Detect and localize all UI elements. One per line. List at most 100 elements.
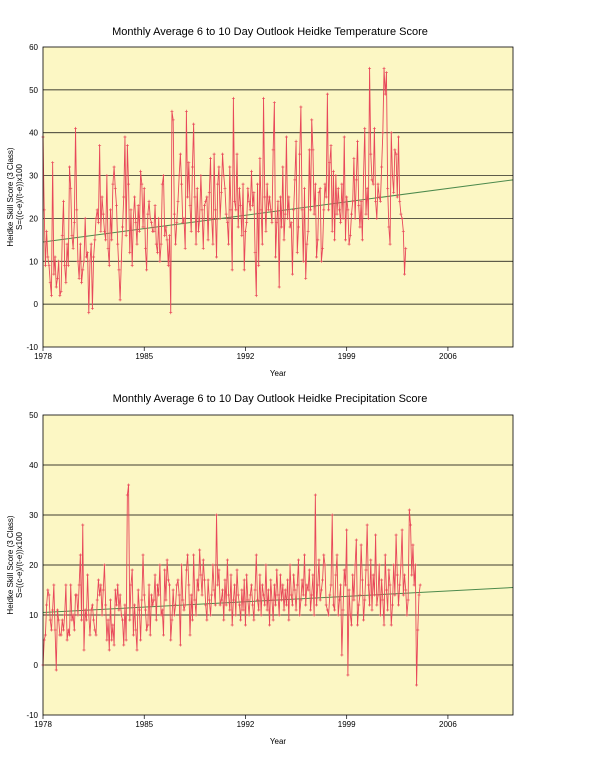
data-point xyxy=(317,558,321,562)
x-tick-label: 1992 xyxy=(237,720,255,729)
data-point xyxy=(387,568,391,572)
data-point xyxy=(305,583,309,587)
data-point xyxy=(157,593,161,597)
data-point xyxy=(115,603,119,607)
x-tick-label: 1999 xyxy=(338,352,356,361)
data-point xyxy=(196,229,200,233)
data-point xyxy=(92,255,96,259)
data-point xyxy=(289,593,293,597)
data-point xyxy=(318,186,322,190)
data-point xyxy=(276,199,280,203)
data-point xyxy=(316,238,320,242)
data-point xyxy=(175,583,179,587)
data-point xyxy=(368,66,372,70)
data-point xyxy=(164,598,168,602)
data-point xyxy=(262,96,266,100)
data-point xyxy=(154,618,158,622)
data-point xyxy=(237,603,241,607)
data-point xyxy=(377,563,381,567)
data-point xyxy=(80,618,84,622)
data-point xyxy=(283,588,287,592)
data-point xyxy=(139,169,143,173)
data-point xyxy=(253,588,257,592)
data-point xyxy=(287,618,291,622)
data-point xyxy=(374,199,378,203)
data-point xyxy=(217,165,221,169)
data-point xyxy=(168,583,172,587)
data-point xyxy=(112,643,116,647)
data-point xyxy=(239,618,243,622)
data-point xyxy=(48,618,52,622)
data-point xyxy=(158,259,162,263)
data-point xyxy=(416,628,420,632)
data-point xyxy=(210,593,214,597)
data-point xyxy=(224,603,228,607)
data-point xyxy=(375,216,379,220)
data-point xyxy=(263,195,267,199)
data-point xyxy=(395,573,399,577)
data-point xyxy=(96,578,100,582)
data-point xyxy=(195,186,199,190)
data-point xyxy=(357,204,361,208)
data-point xyxy=(63,613,67,617)
data-point xyxy=(199,573,203,577)
data-point xyxy=(65,242,69,246)
data-point xyxy=(319,588,323,592)
data-point xyxy=(87,613,91,617)
data-point xyxy=(108,208,112,212)
data-point xyxy=(108,598,112,602)
data-point xyxy=(307,568,311,572)
data-point xyxy=(397,135,400,139)
data-point xyxy=(110,638,114,642)
data-point xyxy=(222,618,226,622)
data-point xyxy=(129,208,133,212)
data-point xyxy=(374,533,378,537)
data-point xyxy=(89,242,93,246)
data-point xyxy=(117,608,121,612)
data-point xyxy=(310,118,314,122)
data-point xyxy=(290,603,294,607)
data-point xyxy=(121,225,125,229)
data-point xyxy=(55,276,59,280)
x-tick-labels: 1978 1985 1992 1999 2006 xyxy=(34,715,457,729)
data-point xyxy=(365,523,369,527)
data-point xyxy=(281,165,285,169)
y-axis-label-line2: S=((c-e)/(t-e))x100 xyxy=(15,531,24,598)
data-point xyxy=(358,593,362,597)
y-tick-label: 10 xyxy=(29,257,38,266)
data-point xyxy=(194,613,198,617)
data-point xyxy=(311,148,315,152)
data-point xyxy=(360,238,364,242)
data-point xyxy=(204,603,208,607)
data-point xyxy=(99,583,103,587)
data-point xyxy=(248,208,252,212)
data-point xyxy=(248,593,252,597)
y-tick-label: 0 xyxy=(34,300,39,309)
data-point xyxy=(407,508,411,512)
data-point xyxy=(200,208,204,212)
data-point xyxy=(94,633,98,637)
data-point xyxy=(170,618,174,622)
data-point xyxy=(282,238,286,242)
data-point xyxy=(222,174,226,178)
data-point xyxy=(47,264,51,268)
data-point xyxy=(81,523,85,527)
series-group xyxy=(41,483,422,687)
data-point xyxy=(395,195,399,199)
data-point xyxy=(233,199,237,203)
data-point xyxy=(105,174,109,178)
data-point xyxy=(118,298,122,302)
data-point xyxy=(306,229,310,233)
data-point xyxy=(313,182,317,186)
data-point xyxy=(143,608,147,612)
data-point xyxy=(133,603,137,607)
data-point xyxy=(45,603,49,607)
data-point xyxy=(57,618,61,622)
data-point xyxy=(348,234,352,238)
data-point xyxy=(341,608,345,612)
data-point xyxy=(215,255,219,259)
data-point xyxy=(352,156,356,160)
y-tick-label: 40 xyxy=(29,129,38,138)
data-point xyxy=(322,553,326,557)
data-point xyxy=(175,221,179,225)
